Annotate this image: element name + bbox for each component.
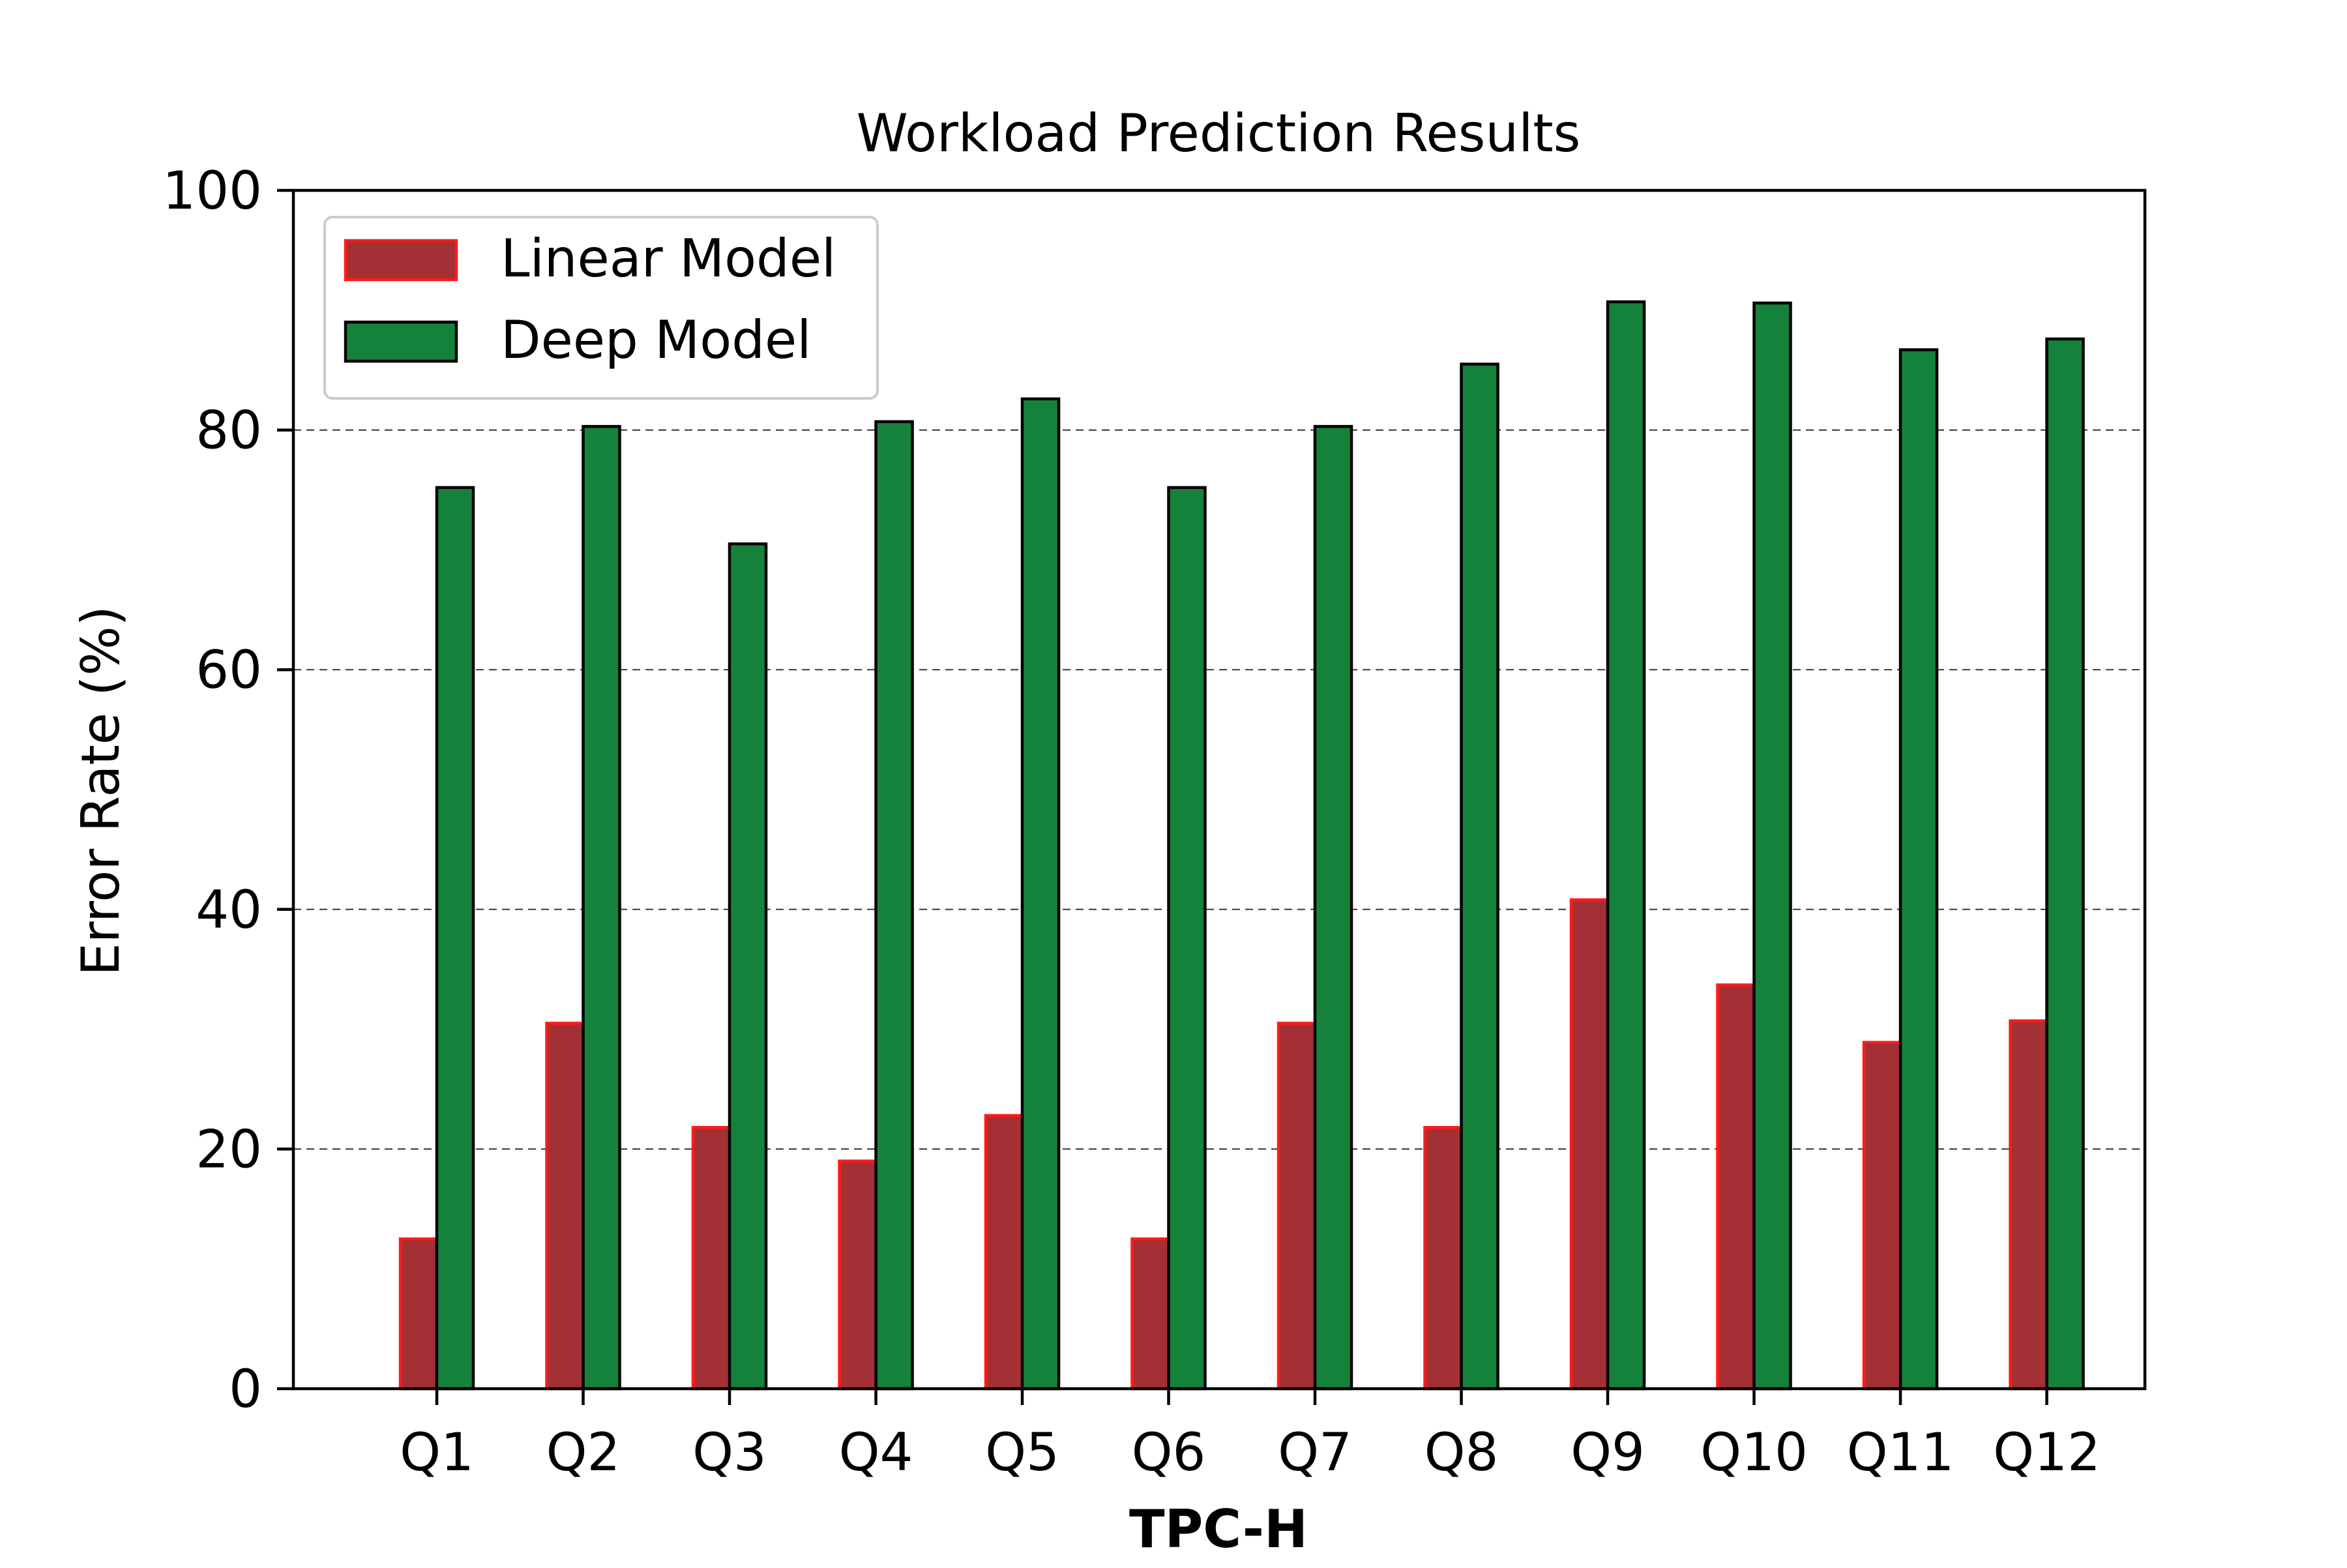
x-tick-label: Q7 (1278, 1422, 1352, 1483)
y-tick-label: 0 (229, 1359, 262, 1419)
y-tick-label: 60 (196, 640, 262, 700)
grid-lines (293, 429, 2145, 1150)
legend-label-deep-model: Deep Model (501, 310, 811, 370)
x-tick-label: Q4 (839, 1422, 913, 1483)
bar-linear-model-q1 (398, 1237, 439, 1391)
bar-deep-model-q4 (874, 420, 914, 1391)
y-tick-label: 100 (162, 160, 262, 221)
y-ticks: 0 20 40 60 80 100 (162, 160, 293, 1419)
x-tick-label: Q6 (1132, 1422, 1206, 1483)
bar-deep-model-q5 (1020, 397, 1061, 1391)
x-tick-label: Q2 (546, 1422, 621, 1483)
bar-deep-model-q9 (1606, 300, 1646, 1391)
x-tick-label: Q3 (692, 1422, 767, 1483)
y-axis-label: Error Rate (%) (70, 606, 131, 976)
bar-deep-model-q7 (1313, 424, 1353, 1391)
bar-linear-model-q6 (1130, 1237, 1170, 1391)
legend-swatch-linear-model (344, 239, 458, 282)
legend: Linear Model Deep Model (323, 216, 879, 400)
bar-deep-model-q6 (1167, 486, 1207, 1391)
x-tick-label: Q11 (1847, 1422, 1955, 1483)
legend-box (323, 216, 879, 400)
legend-swatch-deep-model (344, 320, 458, 363)
bar-linear-model-q12 (2009, 1019, 2048, 1391)
chart-title: Workload Prediction Results (857, 103, 1581, 164)
bar-linear-model-q9 (1569, 898, 1610, 1391)
x-tick-label: Q1 (400, 1422, 474, 1483)
y-tick-label: 40 (196, 880, 262, 940)
x-tick-label: Q8 (1424, 1422, 1499, 1483)
y-tick-label: 20 (196, 1119, 262, 1179)
bar-linear-model-q7 (1277, 1022, 1317, 1391)
x-tick-label: Q5 (985, 1422, 1059, 1483)
x-axis-label: TPC-H (1129, 1499, 1308, 1560)
bar-deep-model-q1 (435, 486, 475, 1391)
bars (398, 300, 2085, 1391)
bar-deep-model-q3 (728, 542, 768, 1391)
y-tick-label: 80 (196, 400, 262, 461)
bar-deep-model-q8 (1460, 362, 1499, 1391)
x-ticks: Q1 Q2 Q3 Q4 Q5 Q6 Q7 Q8 Q9 Q10 Q11 Q12 (400, 1389, 2101, 1483)
bar-linear-model-q8 (1423, 1126, 1463, 1391)
bar-linear-model-q2 (545, 1022, 585, 1391)
bar-deep-model-q10 (1752, 301, 1792, 1391)
bar-deep-model-q12 (2045, 337, 2085, 1391)
bar-linear-model-q4 (838, 1159, 878, 1391)
bar-deep-model-q2 (582, 424, 621, 1391)
axes-frame (291, 188, 2147, 1391)
bar-linear-model-q5 (984, 1114, 1024, 1391)
x-tick-label: Q9 (1571, 1422, 1645, 1483)
x-tick-label: Q12 (1993, 1422, 2101, 1483)
bar-linear-model-q3 (691, 1126, 731, 1391)
bar-linear-model-q10 (1716, 983, 1756, 1391)
bar-linear-model-q11 (1862, 1041, 1902, 1391)
bar-deep-model-q11 (1898, 348, 1939, 1391)
legend-label-linear-model: Linear Model (501, 228, 836, 289)
x-tick-label: Q10 (1700, 1422, 1808, 1483)
